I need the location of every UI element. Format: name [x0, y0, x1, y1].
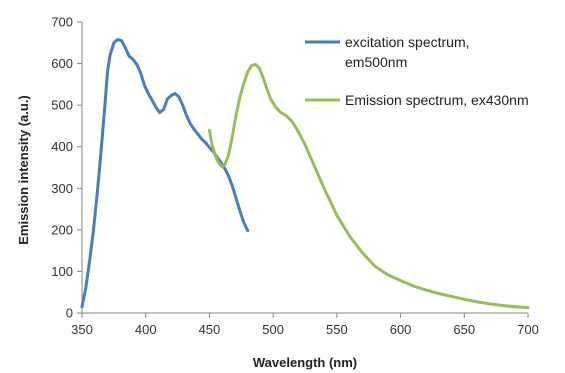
y-tick-label: 700 — [51, 15, 73, 30]
x-tick-label: 650 — [453, 322, 475, 337]
x-tick-label: 400 — [135, 322, 157, 337]
y-tick-label: 500 — [51, 98, 73, 113]
y-tick-label: 600 — [51, 56, 73, 71]
x-tick-label: 600 — [390, 322, 412, 337]
x-tick-label: 700 — [517, 322, 539, 337]
y-tick-label: 400 — [51, 139, 73, 154]
series-layer — [80, 38, 530, 310]
series-line-1 — [80, 38, 250, 309]
legend-label-1: excitation spectrum, em500nm — [345, 34, 470, 70]
y-tick-label: 300 — [51, 181, 73, 196]
y-axis-title: Emission intensity (a.u.) — [16, 95, 31, 245]
y-tick-label: 100 — [51, 264, 73, 279]
y-tick-label: 0 — [66, 306, 73, 321]
x-axis-title: Wavelength (nm) — [253, 355, 357, 370]
x-tick-label: 350 — [71, 322, 93, 337]
axes — [77, 21, 529, 318]
tick-labels: 350 400 450 500 550 600 650 700 0 100 200 300 400 500… — [51, 15, 539, 338]
series-line-2 — [207, 62, 530, 310]
x-tick-label: 450 — [199, 322, 221, 337]
legend: excitation spectrum, em500nm Emission spec… — [305, 34, 529, 108]
x-tick-label: 550 — [326, 322, 348, 337]
legend-label-2: Emission spectrum, ex430nm — [345, 92, 529, 108]
x-tick-label: 500 — [262, 322, 284, 337]
y-tick-label: 200 — [51, 222, 73, 237]
